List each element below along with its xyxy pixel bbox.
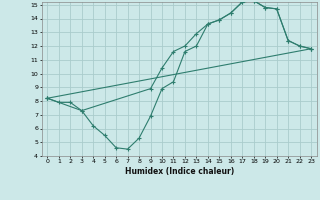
X-axis label: Humidex (Indice chaleur): Humidex (Indice chaleur) [124, 167, 234, 176]
